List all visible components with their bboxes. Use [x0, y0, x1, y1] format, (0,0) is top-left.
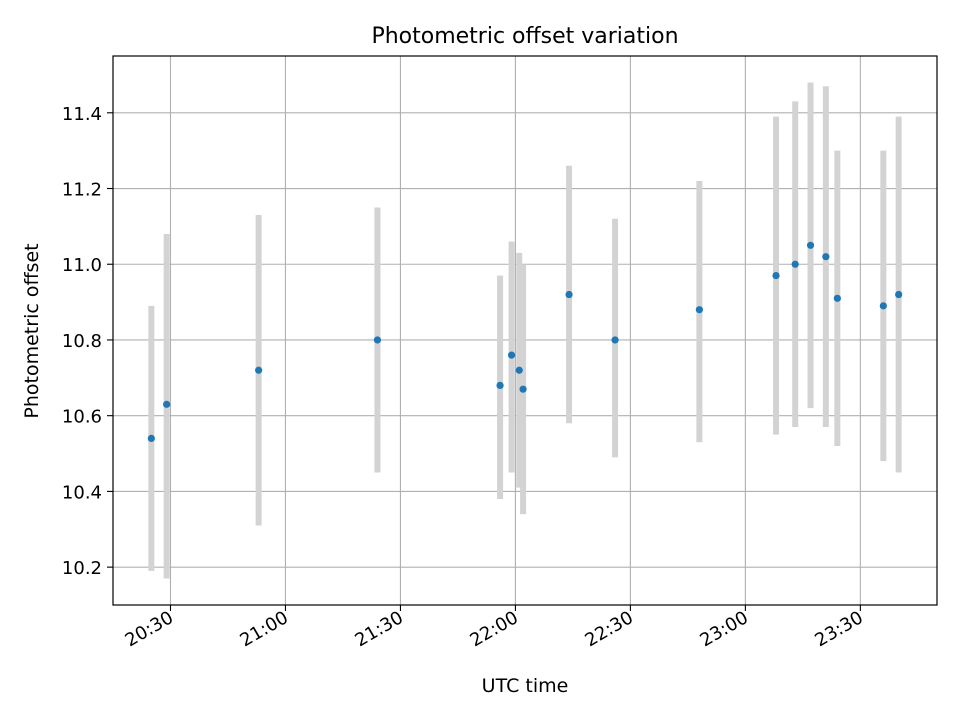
data-point: [833, 294, 841, 302]
data-point: [772, 272, 780, 280]
data-point: [895, 290, 903, 299]
data-point: [507, 351, 516, 359]
y-tick-label: 10.4: [62, 482, 102, 503]
data-point: [515, 366, 523, 374]
y-tick-label: 11.4: [62, 104, 102, 125]
data-point: [565, 290, 573, 299]
data-point: [695, 306, 703, 314]
data-point: [519, 385, 527, 393]
plot-frame: [112, 55, 938, 606]
data-point: [373, 336, 382, 344]
data-point: [255, 366, 263, 374]
y-tick-label: 10.6: [62, 407, 102, 428]
data-point: [791, 260, 799, 268]
y-tick-label: 10.8: [62, 331, 102, 352]
chart-title: Photometric offset variation: [371, 24, 678, 49]
data-point: [879, 302, 887, 310]
data-point: [806, 241, 815, 249]
data-point: [163, 400, 171, 408]
point-layer: [147, 241, 903, 443]
y-tick-label: 11.2: [62, 180, 102, 201]
y-tick-label: 10.2: [62, 558, 102, 579]
data-point: [822, 253, 830, 261]
x-axis-label: UTC time: [482, 675, 569, 697]
y-tick-label: 11.0: [62, 255, 102, 276]
y-axis-label: Photometric offset: [21, 243, 43, 418]
data-point: [147, 434, 155, 443]
data-point: [611, 336, 619, 344]
data-point: [496, 381, 504, 389]
